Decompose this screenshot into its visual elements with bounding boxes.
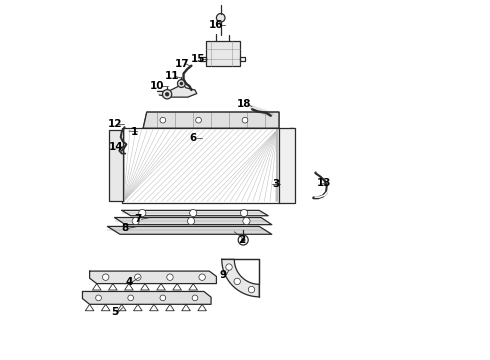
Bar — [122, 128, 279, 203]
Bar — [109, 130, 123, 202]
Text: 15: 15 — [191, 54, 205, 64]
Circle shape — [96, 295, 101, 301]
Circle shape — [248, 286, 255, 293]
Polygon shape — [206, 41, 240, 66]
Circle shape — [241, 238, 245, 242]
Text: 1: 1 — [131, 127, 138, 137]
Circle shape — [160, 295, 166, 301]
Circle shape — [238, 235, 248, 245]
Polygon shape — [115, 217, 272, 225]
Bar — [122, 128, 279, 203]
Circle shape — [128, 295, 134, 301]
Text: 11: 11 — [165, 71, 179, 81]
Polygon shape — [90, 271, 217, 284]
Circle shape — [243, 217, 250, 225]
Circle shape — [199, 274, 205, 280]
Circle shape — [192, 295, 198, 301]
Text: 4: 4 — [125, 277, 133, 287]
Text: 3: 3 — [273, 179, 280, 189]
Text: 2: 2 — [238, 235, 245, 245]
Circle shape — [160, 117, 166, 123]
Polygon shape — [122, 210, 268, 216]
Circle shape — [167, 274, 173, 280]
Text: 14: 14 — [108, 142, 123, 152]
Circle shape — [242, 117, 248, 123]
Circle shape — [135, 274, 141, 280]
Circle shape — [188, 217, 195, 225]
Circle shape — [165, 92, 169, 96]
Circle shape — [139, 210, 146, 217]
Circle shape — [241, 210, 247, 217]
Polygon shape — [143, 112, 279, 128]
Polygon shape — [82, 292, 211, 304]
Text: 5: 5 — [111, 307, 118, 317]
Text: 6: 6 — [190, 133, 197, 143]
Polygon shape — [157, 84, 197, 97]
Circle shape — [132, 217, 139, 225]
Circle shape — [226, 264, 232, 270]
Bar — [279, 128, 295, 203]
Text: 17: 17 — [175, 59, 190, 69]
Polygon shape — [222, 259, 259, 297]
Circle shape — [196, 117, 201, 123]
Text: 12: 12 — [107, 118, 122, 129]
Text: 10: 10 — [150, 81, 165, 91]
Circle shape — [180, 82, 183, 85]
Polygon shape — [107, 226, 272, 234]
Text: 13: 13 — [317, 178, 331, 188]
Text: 9: 9 — [220, 270, 226, 280]
Circle shape — [163, 90, 172, 99]
Circle shape — [234, 278, 241, 285]
Text: 16: 16 — [209, 19, 223, 30]
Circle shape — [177, 80, 185, 87]
Text: 8: 8 — [122, 223, 129, 233]
Circle shape — [190, 210, 197, 217]
Text: 18: 18 — [237, 99, 251, 109]
Circle shape — [217, 14, 225, 22]
Circle shape — [102, 274, 109, 280]
Text: 7: 7 — [134, 214, 142, 224]
